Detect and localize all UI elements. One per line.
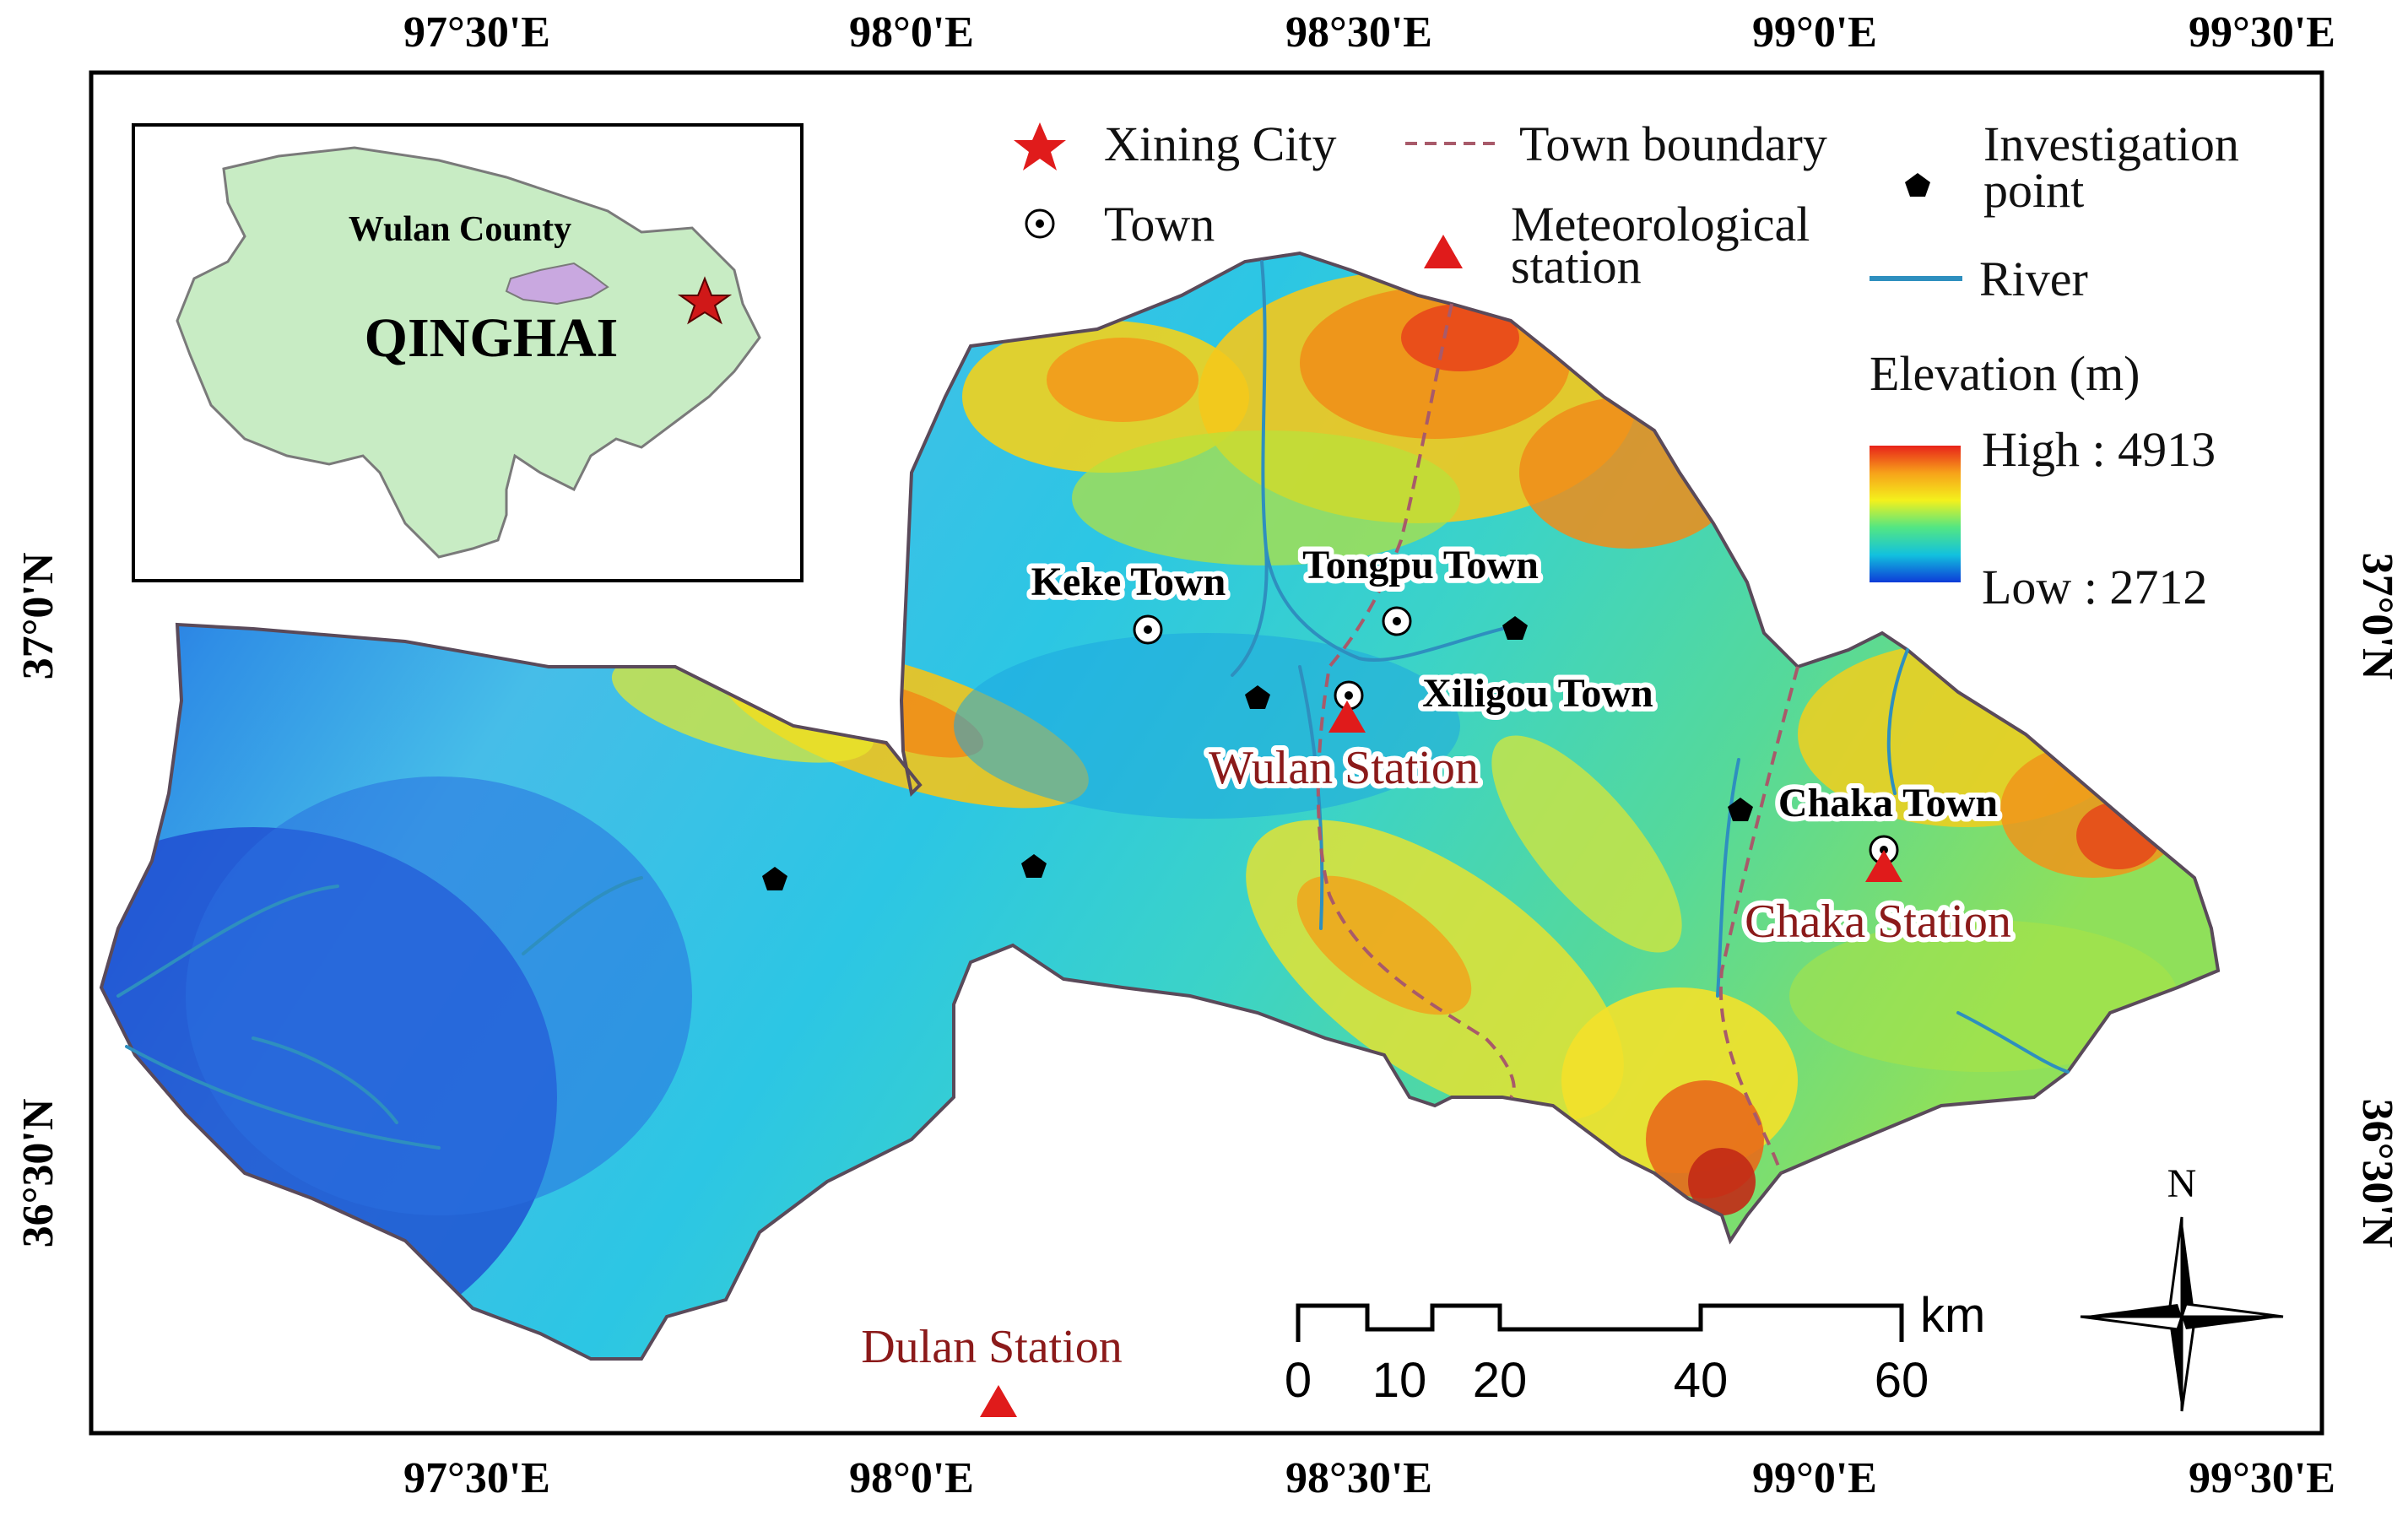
investigation-point [1021,854,1047,878]
scale-bar: km 0 10 20 40 60 [1285,1288,1985,1408]
lon-label: 97°30'E [403,8,550,57]
legend: Xining City Town boundary Investigation … [1014,116,2239,614]
legend-station-label-2: station [1511,239,1642,294]
lon-label: 99°0'E [1752,1454,1877,1502]
station-triangle-icon [1424,235,1463,268]
towns: Keke Town Tongpu Town Xiligou Town Chaka… [1026,538,2003,865]
investigation-point [1502,616,1528,640]
town-keke: Keke Town [1026,555,1231,645]
legend-boundary-label: Town boundary [1519,116,1827,171]
legend-elevation-low: Low : 2712 [1982,560,2207,614]
inset-county-label: Wulan County [349,210,571,249]
lon-label: 99°30'E [2189,8,2335,57]
scale-tick-label: 20 [1473,1353,1528,1408]
stations: Wulan Station Chaka Station Dulan Statio… [861,701,2016,1417]
lon-label: 98°0'E [849,8,974,57]
inset-xining-star-icon [677,276,733,325]
legend-elevation-high: High : 4913 [1982,422,2216,477]
investigation-point [1728,798,1753,821]
lon-label: 98°30'E [1285,1454,1432,1502]
capital-star-icon [1014,122,1066,170]
rivers [116,260,2070,1150]
town-chaka: Chaka Town [1773,776,2003,865]
latitude-labels-right: 37°0'N 36°30'N [2353,553,2401,1248]
legend-capital-label: Xining City [1104,116,1337,171]
investigation-points [762,616,1753,890]
lat-label: 37°0'N [2353,553,2401,680]
county-outline [99,251,2221,1361]
legend-point-label-1: Investigation [1983,116,2239,171]
north-label: N [2167,1161,2197,1206]
lon-label: 98°0'E [849,1454,974,1502]
scale-tick-label: 60 [1875,1353,1929,1408]
investigation-point [762,867,787,890]
lon-label: 99°30'E [2189,1454,2335,1502]
town-label-chaka: Chaka Town [1778,781,1998,825]
longitude-labels-top: 97°30'E 98°0'E 98°30'E 99°0'E 99°30'E [403,8,2335,57]
town-xiligou: Xiligou Town [1334,666,1659,721]
qinghai-province [176,146,761,559]
lon-label: 98°30'E [1285,8,1432,57]
inset-province-label: QINGHAI [365,307,619,369]
lat-label: 36°30'N [14,1099,62,1248]
north-arrow: N [2080,1161,2284,1412]
lat-label: 37°0'N [14,553,62,680]
station-label-wulan: Wulan Station [1209,742,1479,794]
station-marker-dulan [980,1385,1017,1417]
town-boundaries [1316,303,1799,1174]
latitude-labels-left: 37°0'N 36°30'N [14,553,62,1248]
legend-river-label: River [1979,252,2088,306]
scale-tick-label: 10 [1372,1353,1427,1408]
scale-tick-label: 40 [1674,1353,1729,1408]
station-label-chaka: Chaka Station [1745,895,2011,948]
town-tongpu: Tongpu Town [1297,538,1544,636]
scale-unit: km [1920,1288,1985,1343]
station-marker-wulan [1328,701,1366,733]
lat-label: 36°30'N [2353,1099,2401,1248]
station-marker-chaka [1865,850,1902,882]
elevation-color-ramp [1870,446,1961,582]
wulan-county-inset [505,262,609,306]
town-label-xiligou: Xiligou Town [1422,671,1653,716]
town-label-tongpu: Tongpu Town [1302,543,1539,587]
lon-label: 97°30'E [403,1454,550,1502]
investigation-point [1245,685,1270,709]
town-label-keke: Keke Town [1031,560,1226,604]
lon-label: 99°0'E [1752,8,1877,57]
investigation-point-icon [1905,173,1930,197]
legend-town-label: Town [1104,197,1215,252]
longitude-labels-bottom: 97°30'E 98°0'E 98°30'E 99°0'E 99°30'E [403,1454,2335,1502]
legend-point-label-2: point [1983,163,2084,218]
station-label-dulan: Dulan Station [861,1321,1123,1373]
legend-elevation-title: Elevation (m) [1870,346,2140,401]
inset-map: Wulan County QINGHAI [132,123,804,582]
town-symbol-dot [1036,219,1044,228]
legend-station-label-1: Meteorological [1511,197,1810,252]
scale-tick-label: 0 [1285,1353,1312,1408]
